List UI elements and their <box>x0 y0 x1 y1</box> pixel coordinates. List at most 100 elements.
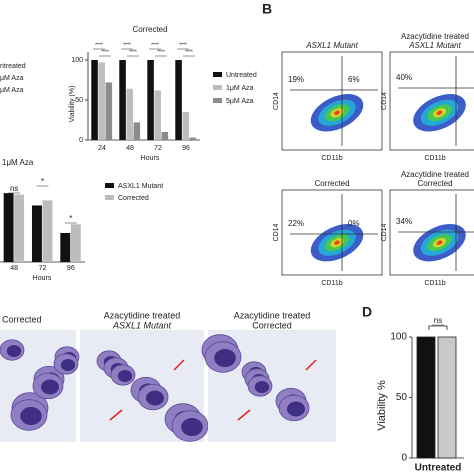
axis-label: CD14 <box>273 92 280 110</box>
bar <box>42 200 53 262</box>
nucleus <box>254 381 270 393</box>
panel-label: B <box>262 1 272 17</box>
x-tick-label: 24 <box>98 145 106 152</box>
nucleus <box>181 418 203 436</box>
arrow <box>237 409 251 421</box>
significance: ns <box>434 316 442 325</box>
x-tick-label: 72 <box>39 265 47 272</box>
gate-percent: 22% <box>288 219 304 228</box>
y-axis-label: Viability % <box>376 380 388 431</box>
x-axis-label: Hours <box>33 275 52 282</box>
bar <box>60 233 71 262</box>
nucleus <box>41 379 59 395</box>
bar <box>119 60 126 140</box>
bar <box>154 90 161 140</box>
nucleus <box>146 390 164 406</box>
legend-swatch <box>105 195 114 200</box>
bar <box>98 62 105 140</box>
legend-label: Untreated <box>226 72 257 79</box>
bar <box>31 205 42 262</box>
plot-title: Azacytidine treated <box>401 32 469 41</box>
bar <box>105 82 113 140</box>
axis-label: CD11b <box>321 280 342 287</box>
y-tick-label: 0 <box>401 453 407 464</box>
nucleus <box>20 407 42 425</box>
bar <box>126 88 133 140</box>
image-title: ASXL1 Mutant <box>112 320 172 330</box>
nucleus <box>214 349 236 367</box>
plot-title: ASXL1 Mutant <box>408 41 461 50</box>
legend-swatch <box>213 72 222 77</box>
bar <box>437 336 457 459</box>
significance: **** <box>157 49 165 55</box>
legend-label: ntreated <box>0 63 26 70</box>
bar <box>70 224 81 262</box>
y-axis-label: Viability (%) <box>69 86 76 123</box>
significance: * <box>41 177 44 186</box>
sig-bracket <box>428 325 448 330</box>
legend-label: μM Aza <box>0 87 24 94</box>
density <box>436 110 443 115</box>
image-title: Azacytidine treated <box>104 310 181 320</box>
y-tick-label: 50 <box>75 97 83 104</box>
x-tick-label: 48 <box>126 145 134 152</box>
arrow <box>173 359 185 371</box>
image-title: Corrected <box>252 320 292 330</box>
gate <box>398 56 474 146</box>
x-axis-label: Hours <box>141 155 160 162</box>
legend-swatch <box>213 85 222 90</box>
plot-title: Corrected <box>314 179 349 188</box>
x-tick-label: 72 <box>154 145 162 152</box>
x-tick-label: 96 <box>182 145 190 152</box>
legend-label: 1μM Aza <box>226 85 253 92</box>
arrow <box>109 409 123 421</box>
gate <box>398 194 474 271</box>
legend-label: μM Aza <box>0 75 24 82</box>
significance: **** <box>101 49 109 55</box>
bar <box>161 132 169 140</box>
nucleus <box>117 370 133 382</box>
significance: ns <box>10 184 18 193</box>
arrow <box>305 359 317 371</box>
legend-label: Corrected <box>118 195 149 202</box>
plot-title: Corrected <box>417 179 452 188</box>
gate-percent: 0% <box>348 219 360 228</box>
axis-label: CD14 <box>381 92 388 110</box>
bar <box>3 193 14 262</box>
y-tick-label: 100 <box>390 332 407 343</box>
nucleus <box>287 401 305 417</box>
gate-percent: 40% <box>396 73 412 82</box>
nucleus <box>60 359 76 371</box>
y-tick-label: 100 <box>71 57 83 64</box>
axis-label: CD11b <box>321 155 342 162</box>
plot-title: ASXL1 Mutant <box>305 41 358 50</box>
axis-label: CD14 <box>381 223 388 241</box>
bar <box>416 336 436 459</box>
density <box>436 240 443 245</box>
legend-label: 5μM Aza <box>226 98 253 105</box>
significance: **** <box>151 42 159 48</box>
gate <box>290 194 378 271</box>
bar <box>133 122 141 140</box>
nucleus <box>6 345 22 357</box>
gate-percent: 19% <box>288 75 304 84</box>
significance: **** <box>185 49 193 55</box>
density <box>334 110 340 115</box>
gate <box>290 56 378 146</box>
bar <box>189 137 197 140</box>
image-title: Corrected <box>2 314 42 324</box>
plot-title: Azacytidine treated <box>401 170 469 179</box>
bar <box>14 194 25 262</box>
y-tick-label: 50 <box>396 392 408 403</box>
axis-label: CD11b <box>424 280 445 287</box>
y-tick-label: 0 <box>79 137 83 144</box>
bar <box>175 60 182 140</box>
bar <box>182 112 189 140</box>
legend-swatch <box>213 98 222 103</box>
axis-label: CD14 <box>273 223 280 241</box>
legend-swatch <box>105 183 114 188</box>
significance: **** <box>179 42 187 48</box>
density <box>334 240 340 245</box>
panel-label: D <box>362 304 372 320</box>
